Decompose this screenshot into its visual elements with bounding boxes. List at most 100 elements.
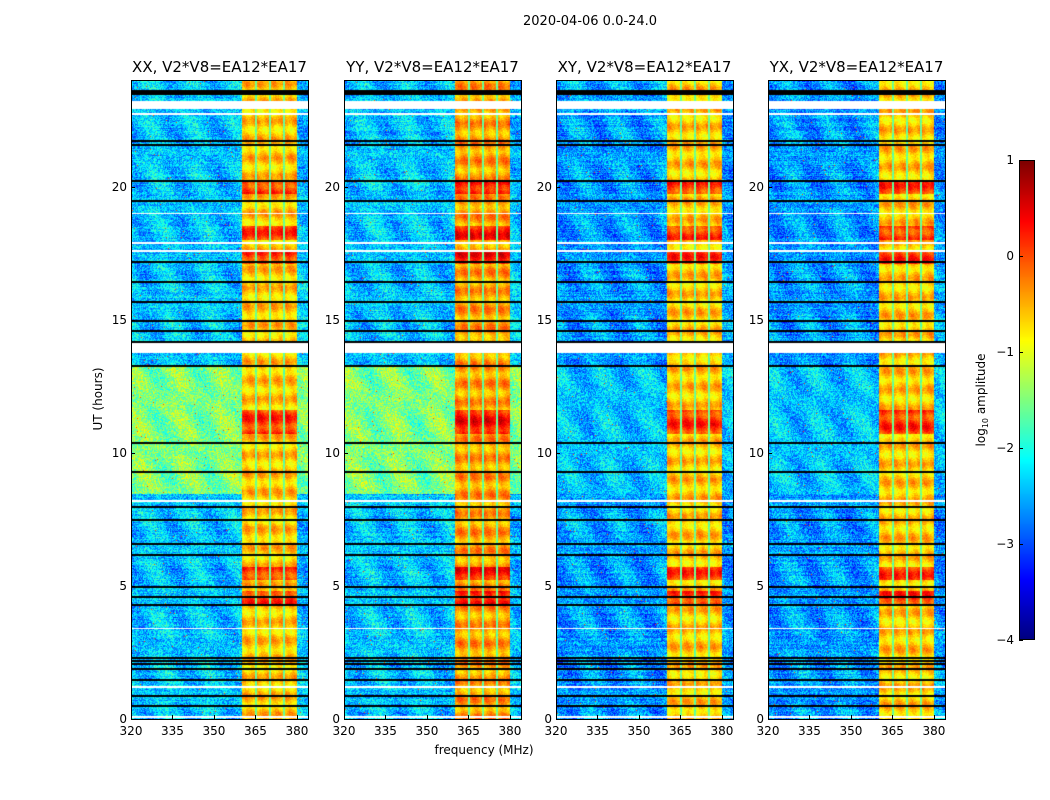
y-tick-label: 15 (748, 312, 764, 327)
y-tick-label: 10 (111, 445, 127, 460)
y-tick-mark (131, 319, 135, 321)
y-tick-mark (344, 452, 348, 454)
y-tick-label: 5 (756, 578, 764, 593)
colorbar-label-rest: amplitude (973, 353, 988, 418)
y-tick-mark (768, 186, 772, 188)
colorbar-tick-label: 0 (1006, 249, 1014, 263)
x-tick-mark (255, 715, 257, 719)
y-tick-mark (556, 452, 560, 454)
colorbar-tick-mark (1019, 352, 1023, 353)
heatmap-image (557, 81, 733, 719)
x-tick-mark (850, 715, 852, 719)
heatmap-panel (344, 80, 522, 720)
x-tick-mark (296, 715, 298, 719)
y-tick-mark (344, 186, 348, 188)
y-tick-label: 5 (544, 578, 552, 593)
x-tick-label: 365 (457, 724, 480, 738)
y-tick-mark (344, 585, 348, 587)
colorbar-tick-mark (1019, 640, 1023, 641)
heatmap-image (345, 81, 521, 719)
heatmap-image (769, 81, 945, 719)
y-tick-mark (768, 585, 772, 587)
x-tick-mark (933, 715, 935, 719)
y-tick-mark (556, 186, 560, 188)
panel-title: XX, V2*V8=EA12*EA17 (132, 58, 307, 76)
panel-title: XY, V2*V8=EA12*EA17 (557, 58, 732, 76)
heatmap-panel (768, 80, 946, 720)
x-tick-label: 350 (839, 724, 863, 738)
y-tick-label: 10 (536, 445, 552, 460)
x-tick-label: 380 (498, 724, 522, 738)
y-tick-mark (131, 719, 135, 720)
x-tick-label: 335 (374, 724, 397, 738)
y-tick-mark (556, 585, 560, 587)
x-tick-label: 335 (586, 724, 609, 738)
colorbar-tick-label: −1 (996, 345, 1014, 359)
y-tick-label: 15 (324, 312, 340, 327)
x-tick-mark (556, 715, 557, 719)
y-tick-label: 20 (111, 179, 127, 194)
colorbar-tick-mark (1019, 256, 1023, 257)
y-tick-mark (556, 319, 560, 321)
y-tick-mark (768, 719, 772, 720)
panel-title: YY, V2*V8=EA12*EA17 (346, 58, 519, 76)
y-tick-mark (768, 452, 772, 454)
x-tick-mark (809, 715, 811, 719)
y-tick-label: 5 (119, 578, 127, 593)
x-tick-label: 380 (285, 724, 309, 738)
x-tick-mark (131, 715, 132, 719)
colorbar-tick-label: −3 (996, 537, 1014, 551)
colorbar-tick-mark (1019, 448, 1023, 449)
y-tick-label: 0 (119, 712, 127, 726)
x-tick-label: 320 (756, 724, 780, 738)
heatmap-panel (556, 80, 734, 720)
y-tick-label: 20 (748, 179, 764, 194)
heatmap-panel (131, 80, 309, 720)
y-tick-mark (556, 719, 560, 720)
x-axis-label: frequency (MHz) (434, 743, 534, 757)
y-tick-mark (768, 319, 772, 321)
y-axis-label: UT (hours) (91, 367, 105, 431)
x-tick-mark (768, 715, 769, 719)
figure-title: 2020-04-06 0.0-24.0 (523, 14, 657, 29)
x-tick-label: 380 (710, 724, 734, 738)
colorbar-label-main: log (973, 428, 988, 447)
x-tick-mark (721, 715, 723, 719)
y-tick-label: 5 (332, 578, 340, 593)
colorbar-tick-label: 1 (1006, 153, 1014, 167)
x-tick-label: 365 (244, 724, 267, 738)
y-tick-mark (131, 452, 135, 454)
heatmap-image (132, 81, 308, 719)
x-tick-label: 320 (119, 724, 143, 738)
x-tick-label: 335 (161, 724, 184, 738)
colorbar-label: log10 amplitude (974, 354, 990, 447)
x-tick-mark (597, 715, 599, 719)
y-tick-label: 20 (536, 179, 552, 194)
y-tick-label: 0 (332, 712, 340, 726)
x-tick-mark (213, 715, 215, 719)
y-tick-label: 0 (756, 712, 764, 726)
x-tick-mark (172, 715, 174, 719)
x-tick-label: 350 (202, 724, 226, 738)
x-tick-label: 380 (922, 724, 946, 738)
x-tick-label: 335 (798, 724, 821, 738)
x-tick-label: 320 (332, 724, 356, 738)
panel-title: YX, V2*V8=EA12*EA17 (769, 58, 944, 76)
colorbar-gradient (1020, 161, 1034, 639)
y-tick-label: 15 (111, 312, 127, 327)
colorbar-tick-mark (1019, 544, 1023, 545)
y-tick-mark (131, 585, 135, 587)
x-tick-mark (344, 715, 345, 719)
y-tick-label: 20 (324, 179, 340, 194)
x-tick-mark (468, 715, 470, 719)
colorbar-label-sub: 10 (981, 417, 991, 429)
y-tick-mark (344, 719, 348, 720)
colorbar-tick-label: −4 (996, 633, 1014, 647)
x-tick-label: 365 (881, 724, 904, 738)
x-tick-mark (680, 715, 682, 719)
x-tick-label: 350 (415, 724, 439, 738)
colorbar-tick-label: −2 (996, 441, 1014, 455)
y-tick-label: 0 (544, 712, 552, 726)
colorbar (1019, 160, 1035, 640)
